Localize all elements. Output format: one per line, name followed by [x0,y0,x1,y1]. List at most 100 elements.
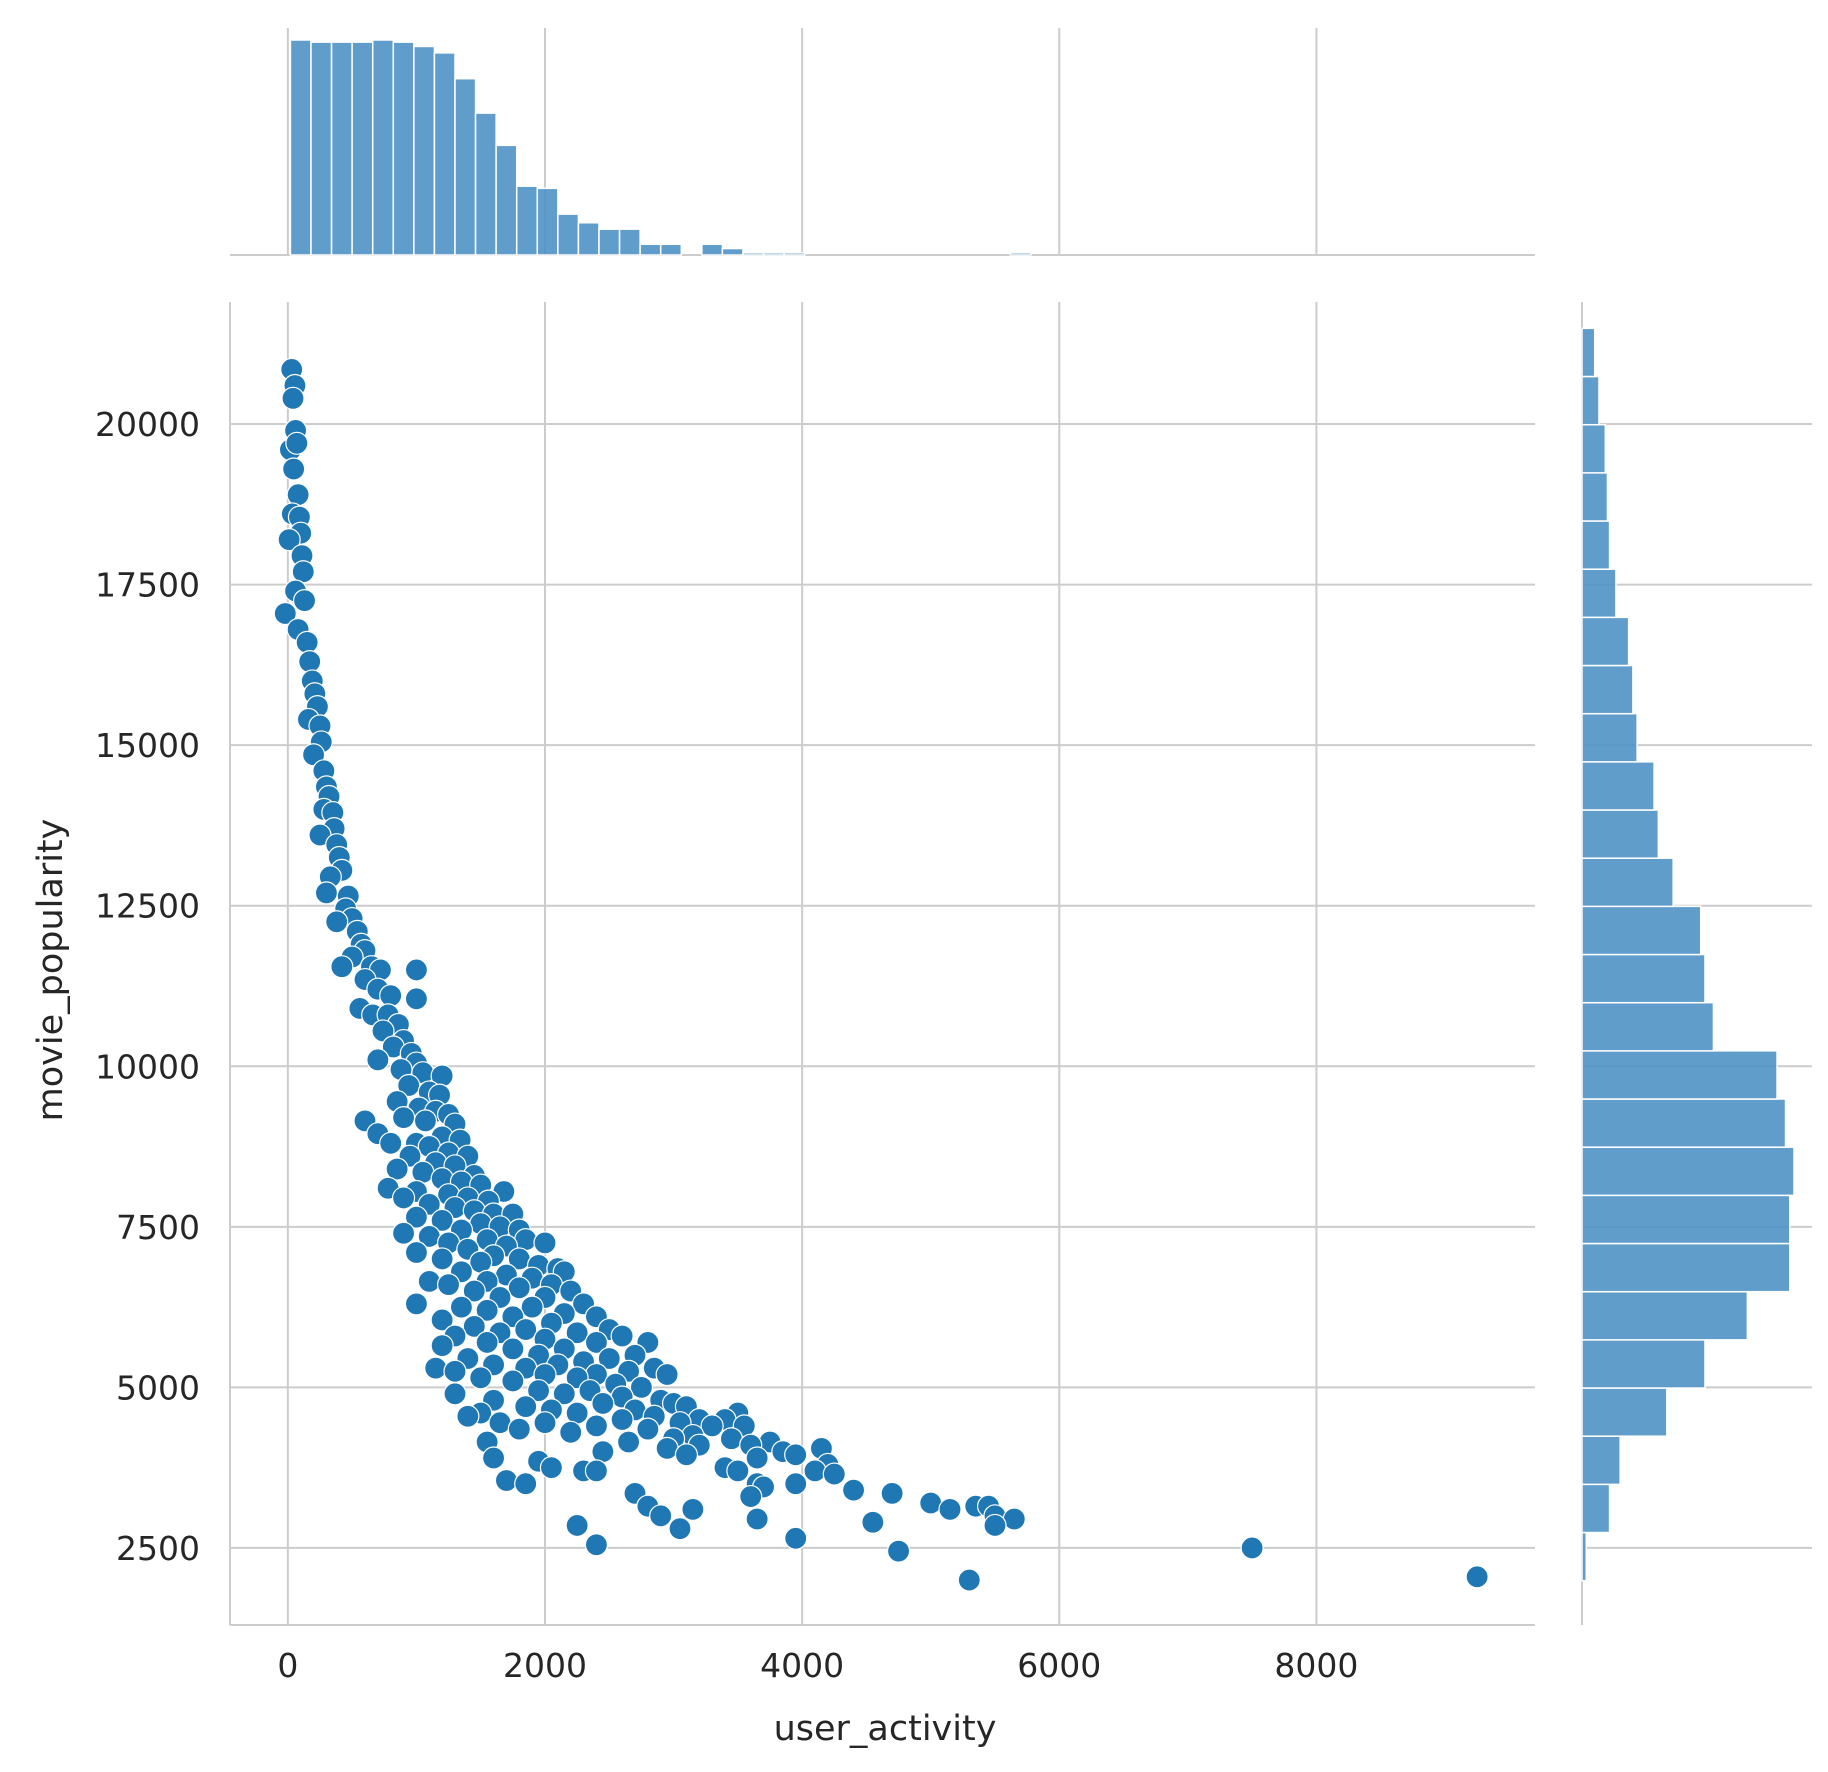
scatter-point [475,1298,499,1322]
x-axis-label: user_activity [774,1709,997,1749]
top-hist-bar [413,45,436,256]
top-hist-bar [536,187,559,256]
y-tick-label: 2500 [116,1529,200,1568]
scatter-point [404,1240,429,1265]
scatter-point [565,1513,589,1538]
scatter-point [391,1106,416,1130]
y-tick-label: 12500 [95,887,200,926]
scatter-point [456,1404,480,1428]
scatter-point [391,1186,416,1210]
right-hist-bar [1581,423,1607,474]
scatter-point [501,1369,525,1393]
scatter-point [469,1250,493,1274]
scatter-point [745,1507,769,1531]
y-tick-label: 17500 [95,566,200,605]
scatter-point [533,1411,557,1435]
scatter-point [469,1366,493,1390]
scatter-point [330,955,354,979]
scatter-points [273,357,1489,1592]
right-hist-bar [1581,1387,1668,1437]
scatter-point [514,1228,538,1252]
scatter-point [430,1334,454,1358]
top-marginal-histogram [230,28,1535,256]
scatter-point [526,1378,551,1403]
top-hist-bar [392,41,415,256]
scatter-point [880,1481,904,1505]
scatter-point [591,1391,615,1416]
scatter-point [584,1330,609,1355]
right-hist-bar [1581,1194,1791,1245]
scatter-point [533,1231,557,1255]
scatter-point [822,1462,846,1486]
scatter-point [1465,1565,1489,1589]
scatter-point [655,1362,679,1387]
right-hist-bar [1581,809,1660,859]
scatter-point [281,386,305,410]
scatter-point [584,1459,609,1483]
scatter-point [841,1478,866,1502]
scatter-point [629,1375,654,1399]
scatter-point [475,1330,499,1355]
scatter-point [481,1446,506,1470]
right-hist-bar [1581,568,1617,619]
right-hist-bar [1581,1001,1715,1052]
scatter-point [784,1443,808,1467]
scatter-point [886,1539,911,1563]
scatter-point [404,958,429,982]
y-tick-label: 7500 [116,1208,200,1247]
top-hist-bar [371,39,395,256]
top-hist-bar [659,243,683,256]
scatter-point [514,1472,538,1496]
scatter-point [424,1356,448,1380]
y-axis-label: movie_popularity [31,819,71,1122]
scatter-point [436,1273,461,1297]
x-tick-label: 2000 [503,1646,587,1685]
scatter-point [610,1324,634,1348]
scatter-point [983,1513,1007,1538]
top-hist-bar [454,77,477,256]
scatter-point [655,1436,679,1460]
scatter-point [674,1443,699,1467]
top-hist-bar [762,252,785,256]
scatter-point [286,483,310,507]
right-hist-bar [1581,761,1655,811]
scatter-point [404,1205,429,1229]
scatter-point [745,1446,769,1470]
top-hist-bar [557,213,580,256]
y-tick-label: 10000 [95,1047,200,1086]
scatter-point [443,1382,467,1406]
scatter-point [668,1517,692,1541]
scatter-point [507,1417,531,1441]
top-hist-bar [598,228,621,256]
scatter-point [391,1221,416,1245]
top-hist-bar [515,185,539,256]
scatter-point [539,1456,564,1480]
top-hist-bar [721,247,744,256]
right-hist-bar [1581,664,1634,715]
scatter-point [552,1382,576,1406]
scatter-point [366,1048,390,1072]
scatter-point [385,1157,409,1181]
scatter-point [411,1160,435,1184]
y-tick-label: 5000 [116,1368,200,1407]
scatter-point [449,1295,474,1319]
x-tick-label: 8000 [1274,1646,1358,1685]
right-hist-bar [1581,905,1702,956]
right-hist-bar [1581,472,1609,522]
scatter-point [417,1269,441,1294]
scatter-point [559,1420,583,1444]
scatter-point [649,1504,673,1528]
scatter-point [520,1295,544,1319]
scatter-point [404,1292,429,1316]
scatter-point [285,431,309,455]
scatter-point [292,589,317,613]
top-hist-bar [351,41,374,256]
right-marginal-histogram [1581,302,1812,1625]
y-tick-label: 15000 [95,726,200,765]
scatter-point [443,1359,467,1383]
scatter-point [462,1279,486,1303]
right-hist-bar [1581,1483,1611,1534]
right-hist-bar [1581,1146,1795,1197]
right-hist-bar [1581,616,1630,667]
